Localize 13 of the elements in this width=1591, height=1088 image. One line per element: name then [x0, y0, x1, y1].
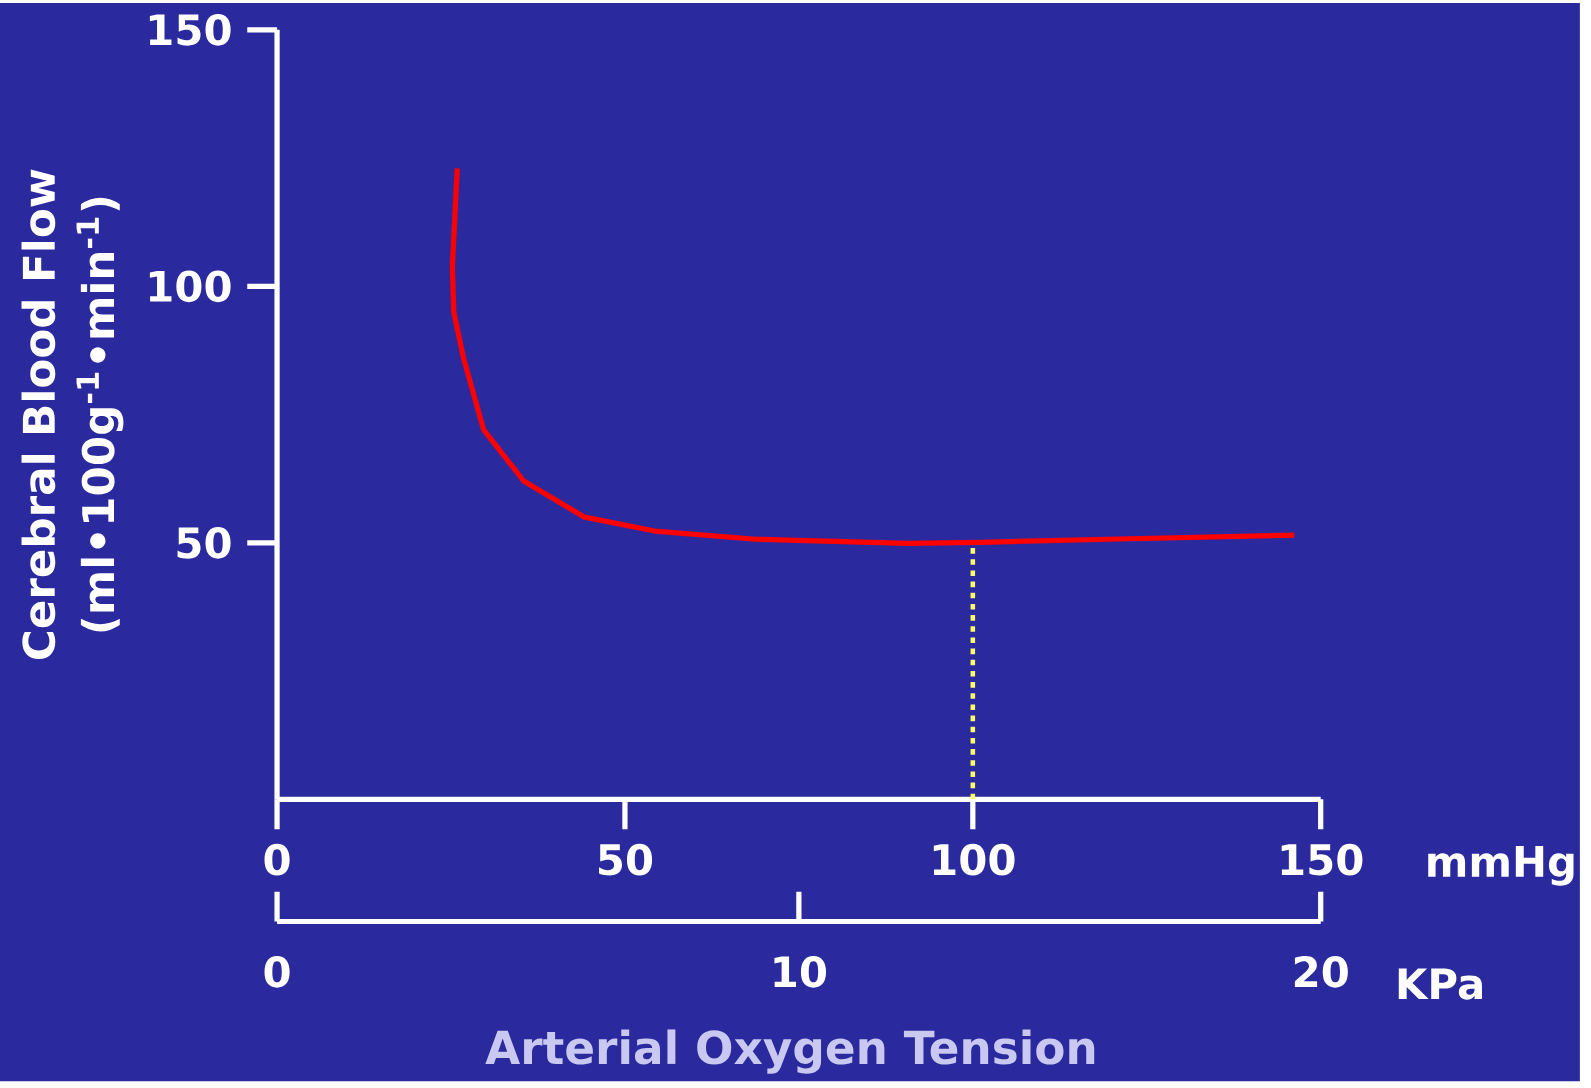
- x2-tick-label: 10: [774, 956, 827, 988]
- x-tick-label: 50: [599, 843, 653, 876]
- y-tick-label: 100: [149, 270, 231, 303]
- x-tick-label: 150: [1281, 843, 1363, 876]
- x2-tick-label: 20: [1294, 956, 1348, 988]
- x2-tick-label: 0: [264, 956, 290, 988]
- x-axis-title: Arterial Oxygen Tension: [485, 1029, 1095, 1074]
- y-tick-label: 50: [177, 527, 231, 559]
- x-tick-label: 100: [933, 843, 1015, 876]
- x2-axis-title: KPa: [1398, 968, 1482, 1000]
- x-tick-label: 0: [264, 843, 290, 876]
- text: mmHg: [1428, 846, 1574, 886]
- y-tick-label: 150: [149, 14, 231, 46]
